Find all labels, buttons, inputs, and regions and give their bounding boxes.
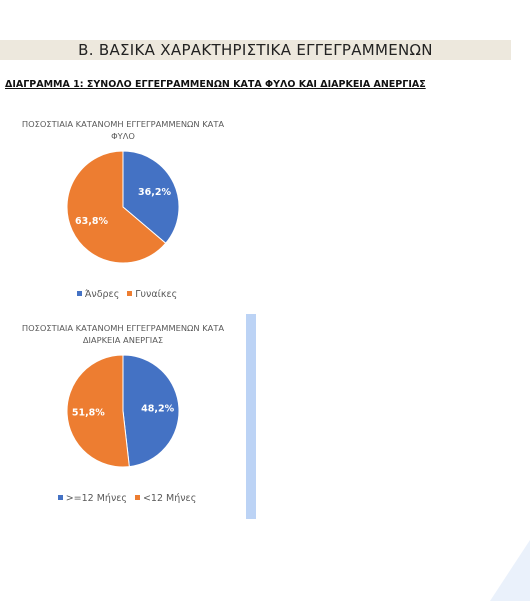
side-bar bbox=[246, 314, 256, 519]
data-label: 48,2% bbox=[141, 404, 174, 415]
pie-slice bbox=[66, 150, 167, 264]
legend-label: <12 Μήνες bbox=[142, 493, 197, 504]
legend-label: Άνδρες bbox=[84, 289, 120, 300]
pie-chart: 48,2% 51,8% bbox=[66, 354, 180, 468]
legend-swatch bbox=[134, 495, 140, 500]
pie-chart: 36,2% 63,8% bbox=[66, 150, 180, 264]
chart-heading: ΔΙΑΓΡΑΜΜΑ 1: ΣΥΝΟΛΟ ΕΓΓΕΓΡΑΜΜΕΝΩΝ ΚΑΤΑ Φ… bbox=[5, 79, 426, 90]
legend-swatch bbox=[57, 495, 63, 500]
chart-title: ΠΟΣΟΣΤΙΑΙΑ ΚΑΤΑΝΟΜΗ ΕΓΓΕΓΡΑΜΜΕΝΩΝ ΚΑΤΑ Δ… bbox=[21, 323, 225, 345]
legend-label: >=12 Μήνες bbox=[65, 493, 127, 504]
legend-swatch bbox=[127, 291, 133, 296]
legend: >=12 Μήνες <12 Μήνες bbox=[0, 493, 246, 504]
data-label: 63,8% bbox=[75, 216, 108, 227]
legend-label: Γυναίκες bbox=[135, 289, 178, 300]
chart-title: ΠΟΣΟΣΤΙΑΙΑ ΚΑΤΑΝΟΜΗ ΕΓΓΕΓΡΑΜΜΕΝΩΝ ΚΑΤΑ Φ… bbox=[21, 119, 225, 141]
legend-swatch bbox=[76, 291, 82, 296]
pie-slice bbox=[122, 150, 180, 244]
pie-slice bbox=[66, 354, 130, 468]
pie-slice bbox=[122, 354, 180, 468]
section-title: Β. ΒΑΣΙΚΑ ΧΑΡΑΚΤΗΡΙΣΤΙΚΑ ΕΓΓΕΓΡΑΜΜΕΝΩΝ bbox=[0, 40, 511, 60]
data-label: 36,2% bbox=[138, 187, 171, 198]
legend: Άνδρες Γυναίκες bbox=[0, 289, 246, 300]
data-label: 51,8% bbox=[72, 407, 105, 418]
